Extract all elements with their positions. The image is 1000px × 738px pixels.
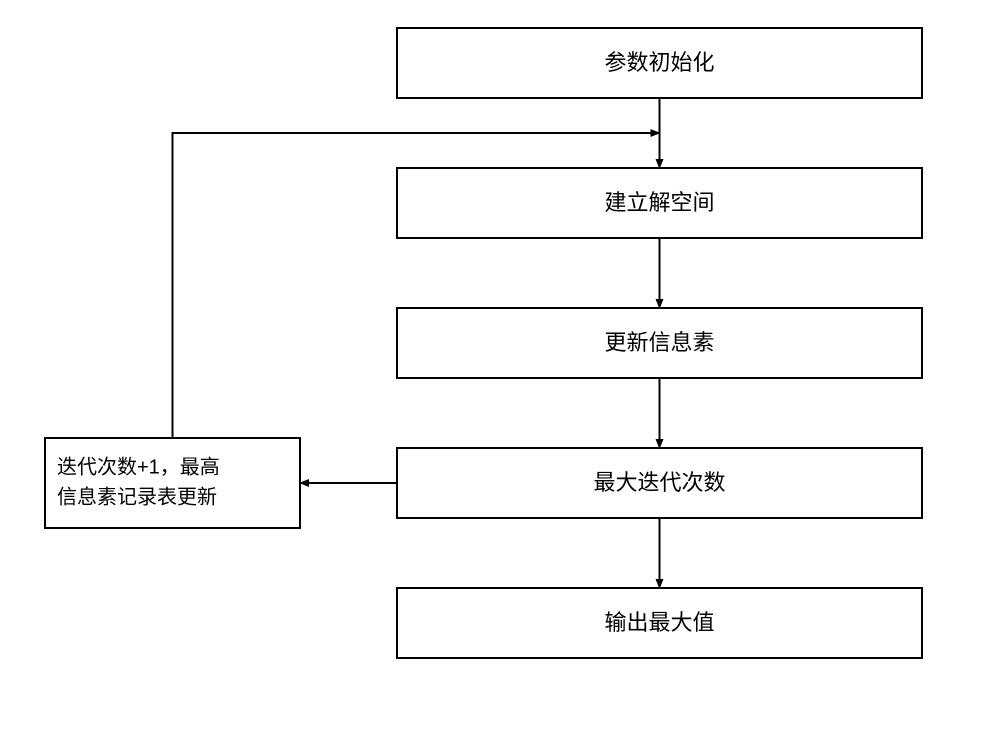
flow-box-label-b4: 最大迭代次数: [593, 470, 725, 495]
flow-box-side-line-0: 迭代次数+1，最高: [57, 455, 220, 478]
flow-box-label-b2: 建立解空间: [604, 190, 714, 215]
flow-box-side: [45, 438, 300, 528]
flowchart-diagram: 参数初始化建立解空间更新信息素最大迭代次数输出最大值 迭代次数+1，最高信息素记录…: [0, 0, 1000, 738]
flow-box-side-line-1: 信息素记录表更新: [57, 485, 217, 508]
flow-box-label-b5: 输出最大值: [604, 610, 714, 635]
flow-box-label-b3: 更新信息素: [604, 330, 714, 355]
flow-box-label-b1: 参数初始化: [604, 50, 714, 75]
